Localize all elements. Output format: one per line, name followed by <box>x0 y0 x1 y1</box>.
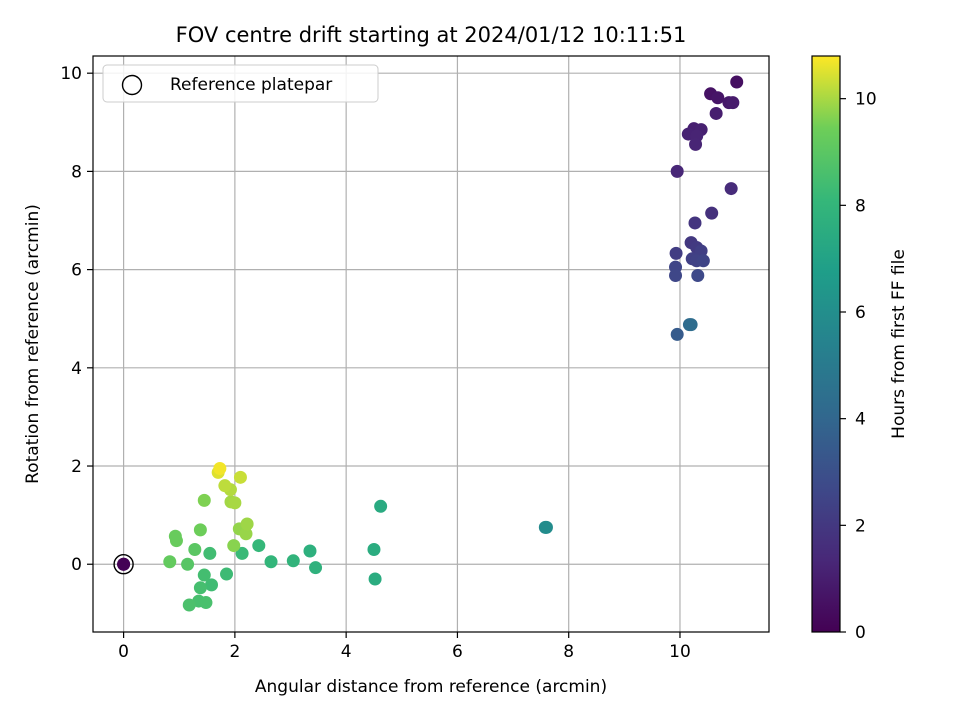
data-point <box>709 106 723 120</box>
data-point <box>696 254 710 268</box>
colorbar-tick-label: 2 <box>855 516 866 536</box>
plot-frame <box>92 55 770 633</box>
data-point <box>711 91 725 105</box>
data-point <box>228 496 242 510</box>
chart-title: FOV centre drift starting at 2024/01/12 … <box>176 23 687 47</box>
x-axis-ticks: 0 2 4 6 8 10 <box>118 632 691 662</box>
data-point <box>689 137 703 151</box>
data-point <box>168 529 182 543</box>
data-point <box>669 246 683 260</box>
colorbar-tick-label: 4 <box>855 410 866 430</box>
data-point <box>286 554 300 568</box>
legend-label: Reference platepar <box>170 75 332 95</box>
data-point <box>181 557 195 571</box>
colorbar-ticks: 0 2 4 6 8 10 <box>840 90 877 643</box>
data-point <box>684 318 698 332</box>
x-tick-label: 6 <box>452 642 463 662</box>
data-point <box>539 520 553 534</box>
data-point <box>227 539 241 553</box>
data-point <box>730 75 744 89</box>
x-axis-label: Angular distance from reference (arcmin) <box>255 677 607 697</box>
legend-box <box>102 64 379 103</box>
data-point <box>264 555 278 569</box>
data-point <box>218 479 232 493</box>
colorbar-gradient <box>811 55 841 633</box>
data-point <box>193 581 207 595</box>
data-point <box>205 578 219 592</box>
data-points <box>117 75 744 612</box>
data-point <box>303 544 317 558</box>
y-axis-ticks: 0 2 4 6 8 10 <box>60 64 93 575</box>
data-point <box>367 543 381 557</box>
y-axis-label: Rotation from reference (arcmin) <box>23 204 43 484</box>
x-tick-label: 2 <box>229 642 240 662</box>
data-point <box>235 546 249 560</box>
reference-point-ring <box>113 554 134 575</box>
colorbar-tick-label: 0 <box>855 623 866 643</box>
colorbar-tick-label: 8 <box>855 196 866 216</box>
data-point <box>197 493 211 507</box>
data-point <box>688 216 702 230</box>
data-point <box>670 327 684 341</box>
data-point <box>252 539 266 553</box>
y-tick-label: 6 <box>71 261 82 281</box>
data-point <box>691 268 705 282</box>
legend: Reference platepar <box>102 64 379 103</box>
data-point <box>163 555 177 569</box>
legend-marker-icon <box>121 74 143 96</box>
colorbar-tick-label: 10 <box>855 90 877 110</box>
y-tick-label: 4 <box>71 359 82 379</box>
data-point <box>188 543 202 557</box>
x-tick-label: 4 <box>341 642 352 662</box>
x-tick-label: 10 <box>669 642 691 662</box>
data-point <box>233 470 247 484</box>
data-point <box>309 561 323 575</box>
data-point <box>213 461 227 475</box>
y-tick-label: 2 <box>71 457 82 477</box>
reference-marker <box>113 554 134 575</box>
y-tick-label: 0 <box>71 555 82 575</box>
reference-point-fill <box>117 557 131 571</box>
data-point <box>705 206 719 220</box>
data-point <box>240 517 254 531</box>
y-tick-label: 8 <box>71 162 82 182</box>
colorbar: 0 2 4 6 8 10 Hours from first FF file <box>811 55 909 643</box>
data-point <box>197 568 211 582</box>
x-tick-label: 8 <box>563 642 574 662</box>
colorbar-tick-label: 6 <box>855 303 866 323</box>
data-point <box>694 244 708 258</box>
data-point <box>193 523 207 537</box>
data-point <box>726 96 740 110</box>
y-tick-label: 10 <box>60 64 82 84</box>
data-point <box>220 567 234 581</box>
data-point <box>374 499 388 513</box>
data-point <box>239 527 253 541</box>
data-point <box>670 164 684 178</box>
data-point <box>203 546 217 560</box>
data-point <box>669 268 683 282</box>
data-point <box>182 598 196 612</box>
x-tick-label: 0 <box>118 642 129 662</box>
data-point <box>199 596 213 610</box>
data-point <box>724 182 738 196</box>
colorbar-label: Hours from first FF file <box>889 249 909 439</box>
data-point <box>368 572 382 586</box>
